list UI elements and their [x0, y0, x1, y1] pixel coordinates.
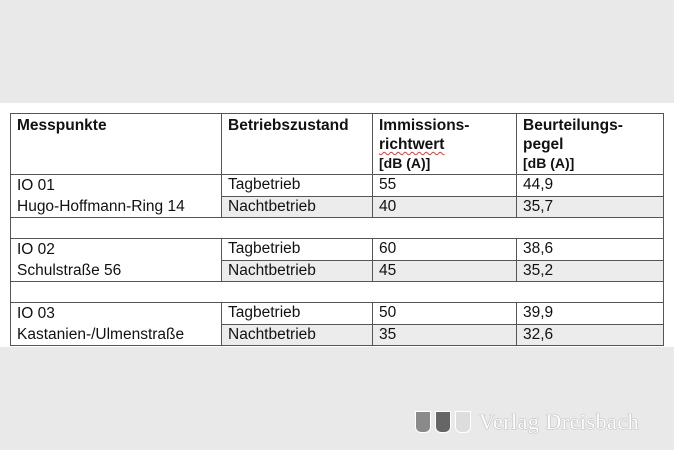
messpunkt-id: IO 03: [17, 305, 55, 322]
messpunkt-cell: IO 01 Hugo-Hoffmann-Ring 14: [10, 174, 222, 218]
table-row: IO 01 Hugo-Hoffmann-Ring 14 Tagbetrieb 55 44…: [10, 174, 664, 218]
richtwert-cell: 45: [372, 259, 517, 282]
betriebszustand-cell: Tagbetrieb: [221, 238, 373, 261]
pegel-cell: 38,6: [516, 238, 664, 261]
betriebszustand-cell: Nachtbetrieb: [221, 323, 373, 346]
table-row: IO 02 Schulstraße 56 Tagbetrieb 60 38,6: [10, 238, 664, 282]
header-messpunkte: Messpunkte: [10, 113, 222, 175]
richtwert-cell: 40: [372, 195, 517, 218]
pegel-cell: 32,6: [516, 323, 664, 346]
pegel-cell: 39,9: [516, 302, 664, 325]
spacer-row: [10, 281, 664, 303]
noise-level-table: Messpunkte Betriebszustand Immissions- r…: [10, 113, 664, 346]
messpunkt-cell: IO 03 Kastanien-/Ulmenstraße: [10, 302, 222, 346]
table-row: Nachtbetrieb 35 32,6: [11, 323, 664, 346]
richtwert-cell: 55: [372, 174, 517, 197]
messpunkt-cell: IO 02 Schulstraße 56: [10, 238, 222, 282]
pegel-cell: 35,7: [516, 195, 664, 218]
watermark-logo: Verlag Dreisbach: [415, 409, 639, 435]
messpunkt-name: Hugo-Hoffmann-Ring 14: [17, 198, 185, 215]
table-row: Nachtbetrieb 40 35,7: [11, 195, 664, 218]
betriebszustand-cell: Tagbetrieb: [221, 174, 373, 197]
richtwert-cell: 60: [372, 238, 517, 261]
messpunkt-id: IO 02: [17, 241, 55, 258]
betriebszustand-cell: Nachtbetrieb: [221, 195, 373, 218]
coat-of-arms-icon: [435, 411, 451, 433]
richtwert-cell: 50: [372, 302, 517, 325]
table-row: IO 03 Kastanien-/Ulmenstraße Tagbetrieb 50 3…: [10, 302, 664, 346]
spacer-cell: [10, 217, 664, 239]
messpunkt-name: Schulstraße 56: [17, 262, 122, 279]
messpunkt-name: Kastanien-/Ulmenstraße: [17, 326, 185, 343]
pegel-cell: 44,9: [516, 174, 664, 197]
watermark-text: Verlag Dreisbach: [479, 409, 640, 434]
messpunkt-id: IO 01: [17, 177, 55, 194]
header-immissionsrichtwert: Immissions- richtwert [dB (A)]: [372, 113, 517, 175]
pegel-cell: 35,2: [516, 259, 664, 282]
coat-of-arms-icon: [455, 411, 471, 433]
betriebszustand-cell: Tagbetrieb: [221, 302, 373, 325]
header-betriebszustand: Betriebszustand: [221, 113, 373, 175]
richtwert-cell: 35: [372, 323, 517, 346]
coat-of-arms-icon: [415, 411, 431, 433]
header-row: Messpunkte Betriebszustand Immissions- r…: [10, 113, 664, 175]
header-beurteilungspegel: Beurteilungs- pegel [dB (A)]: [516, 113, 664, 175]
betriebszustand-cell: Nachtbetrieb: [221, 259, 373, 282]
spacer-cell: [10, 281, 664, 303]
spacer-row: [10, 217, 664, 239]
